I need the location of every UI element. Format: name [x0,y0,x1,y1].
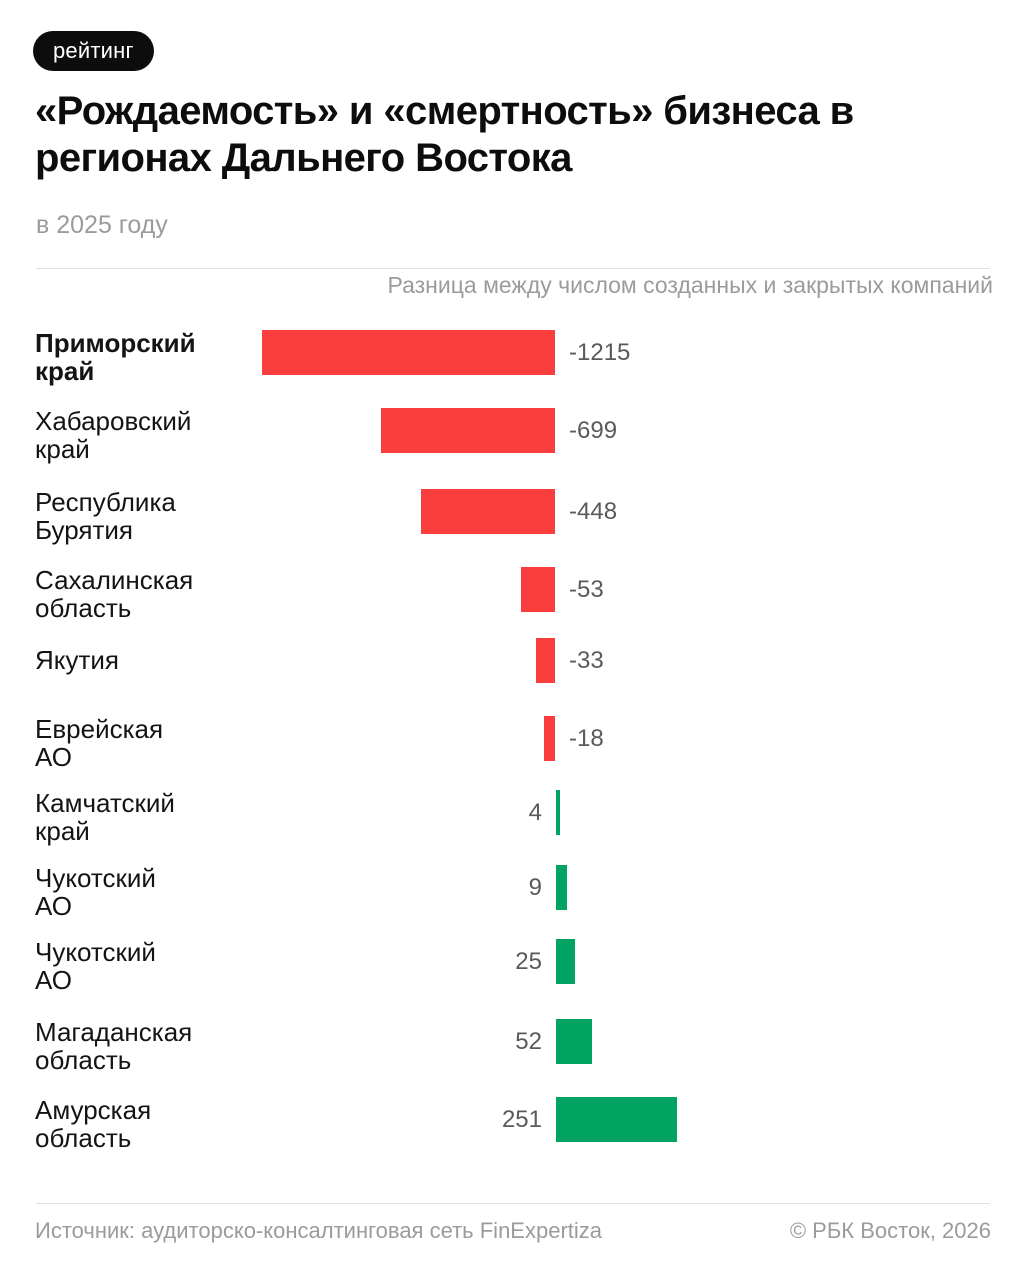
value-label: 251 [501,1105,542,1133]
value-label: -1215 [569,338,631,366]
bar [536,638,555,683]
bar [556,1019,592,1064]
axis-note: Разница между числом созданных и закрыты… [387,272,993,298]
value-label: 52 [515,1027,542,1055]
region-label: Якутия [35,645,119,675]
bar [556,1097,677,1142]
source-note: Источник: аудиторско-консалтинговая сеть… [35,1218,603,1243]
region-label: Республика Бурятия [35,487,176,545]
page-title: «Рождаемость» и «смертность» бизнеса в р… [35,89,854,180]
bar [262,330,555,375]
value-label: 9 [528,873,542,901]
value-label: 4 [528,798,542,826]
region-label: Приморский край [35,328,196,386]
top-divider [36,268,990,269]
bar [544,716,555,761]
bar [556,790,560,835]
region-label: Сахалинская область [35,565,194,623]
bar [556,865,567,910]
value-label: 25 [515,947,542,975]
bar [421,489,555,534]
region-label: Еврейская АО [35,714,164,772]
region-label: Магаданская область [35,1017,193,1075]
bar [381,408,555,453]
rating-badge: рейтинг [33,31,154,71]
bar [521,567,555,612]
value-label: -699 [569,416,618,444]
value-label: -53 [569,575,604,603]
region-label: Камчатский край [35,788,175,846]
value-label: -448 [569,497,618,525]
region-label: Чукотский АО [35,937,156,995]
footer-divider [36,1203,990,1204]
region-label: Амурская область [35,1095,152,1153]
page-subtitle: в 2025 году [36,211,168,239]
region-label: Хабаровский край [35,406,192,464]
value-label: -33 [569,646,604,674]
bar [556,939,575,984]
value-label: -18 [569,724,604,752]
region-label: Чукотский АО [35,863,156,921]
copyright-note: © РБК Восток, 2026 [789,1218,991,1243]
